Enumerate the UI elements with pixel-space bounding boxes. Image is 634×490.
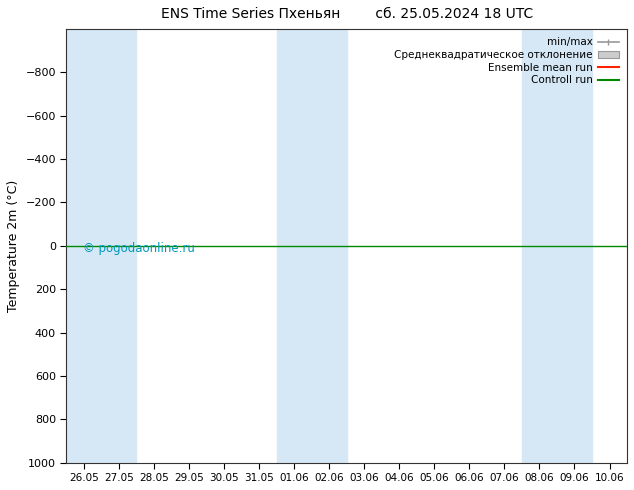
Legend: min/max, Среднеквадратическое отклонение, Ensemble mean run, Controll run: min/max, Среднеквадратическое отклонение… bbox=[391, 34, 622, 88]
Bar bbox=[557, 29, 592, 463]
Bar bbox=[522, 29, 557, 463]
Bar bbox=[276, 29, 312, 463]
Title: ENS Time Series Пхеньян        сб. 25.05.2024 18 UTC: ENS Time Series Пхеньян сб. 25.05.2024 1… bbox=[160, 7, 533, 21]
Bar bbox=[312, 29, 347, 463]
Bar bbox=[67, 29, 101, 463]
Bar bbox=[101, 29, 136, 463]
Y-axis label: Temperature 2m (°C): Temperature 2m (°C) bbox=[7, 180, 20, 312]
Text: © pogodaonline.ru: © pogodaonline.ru bbox=[83, 242, 195, 254]
